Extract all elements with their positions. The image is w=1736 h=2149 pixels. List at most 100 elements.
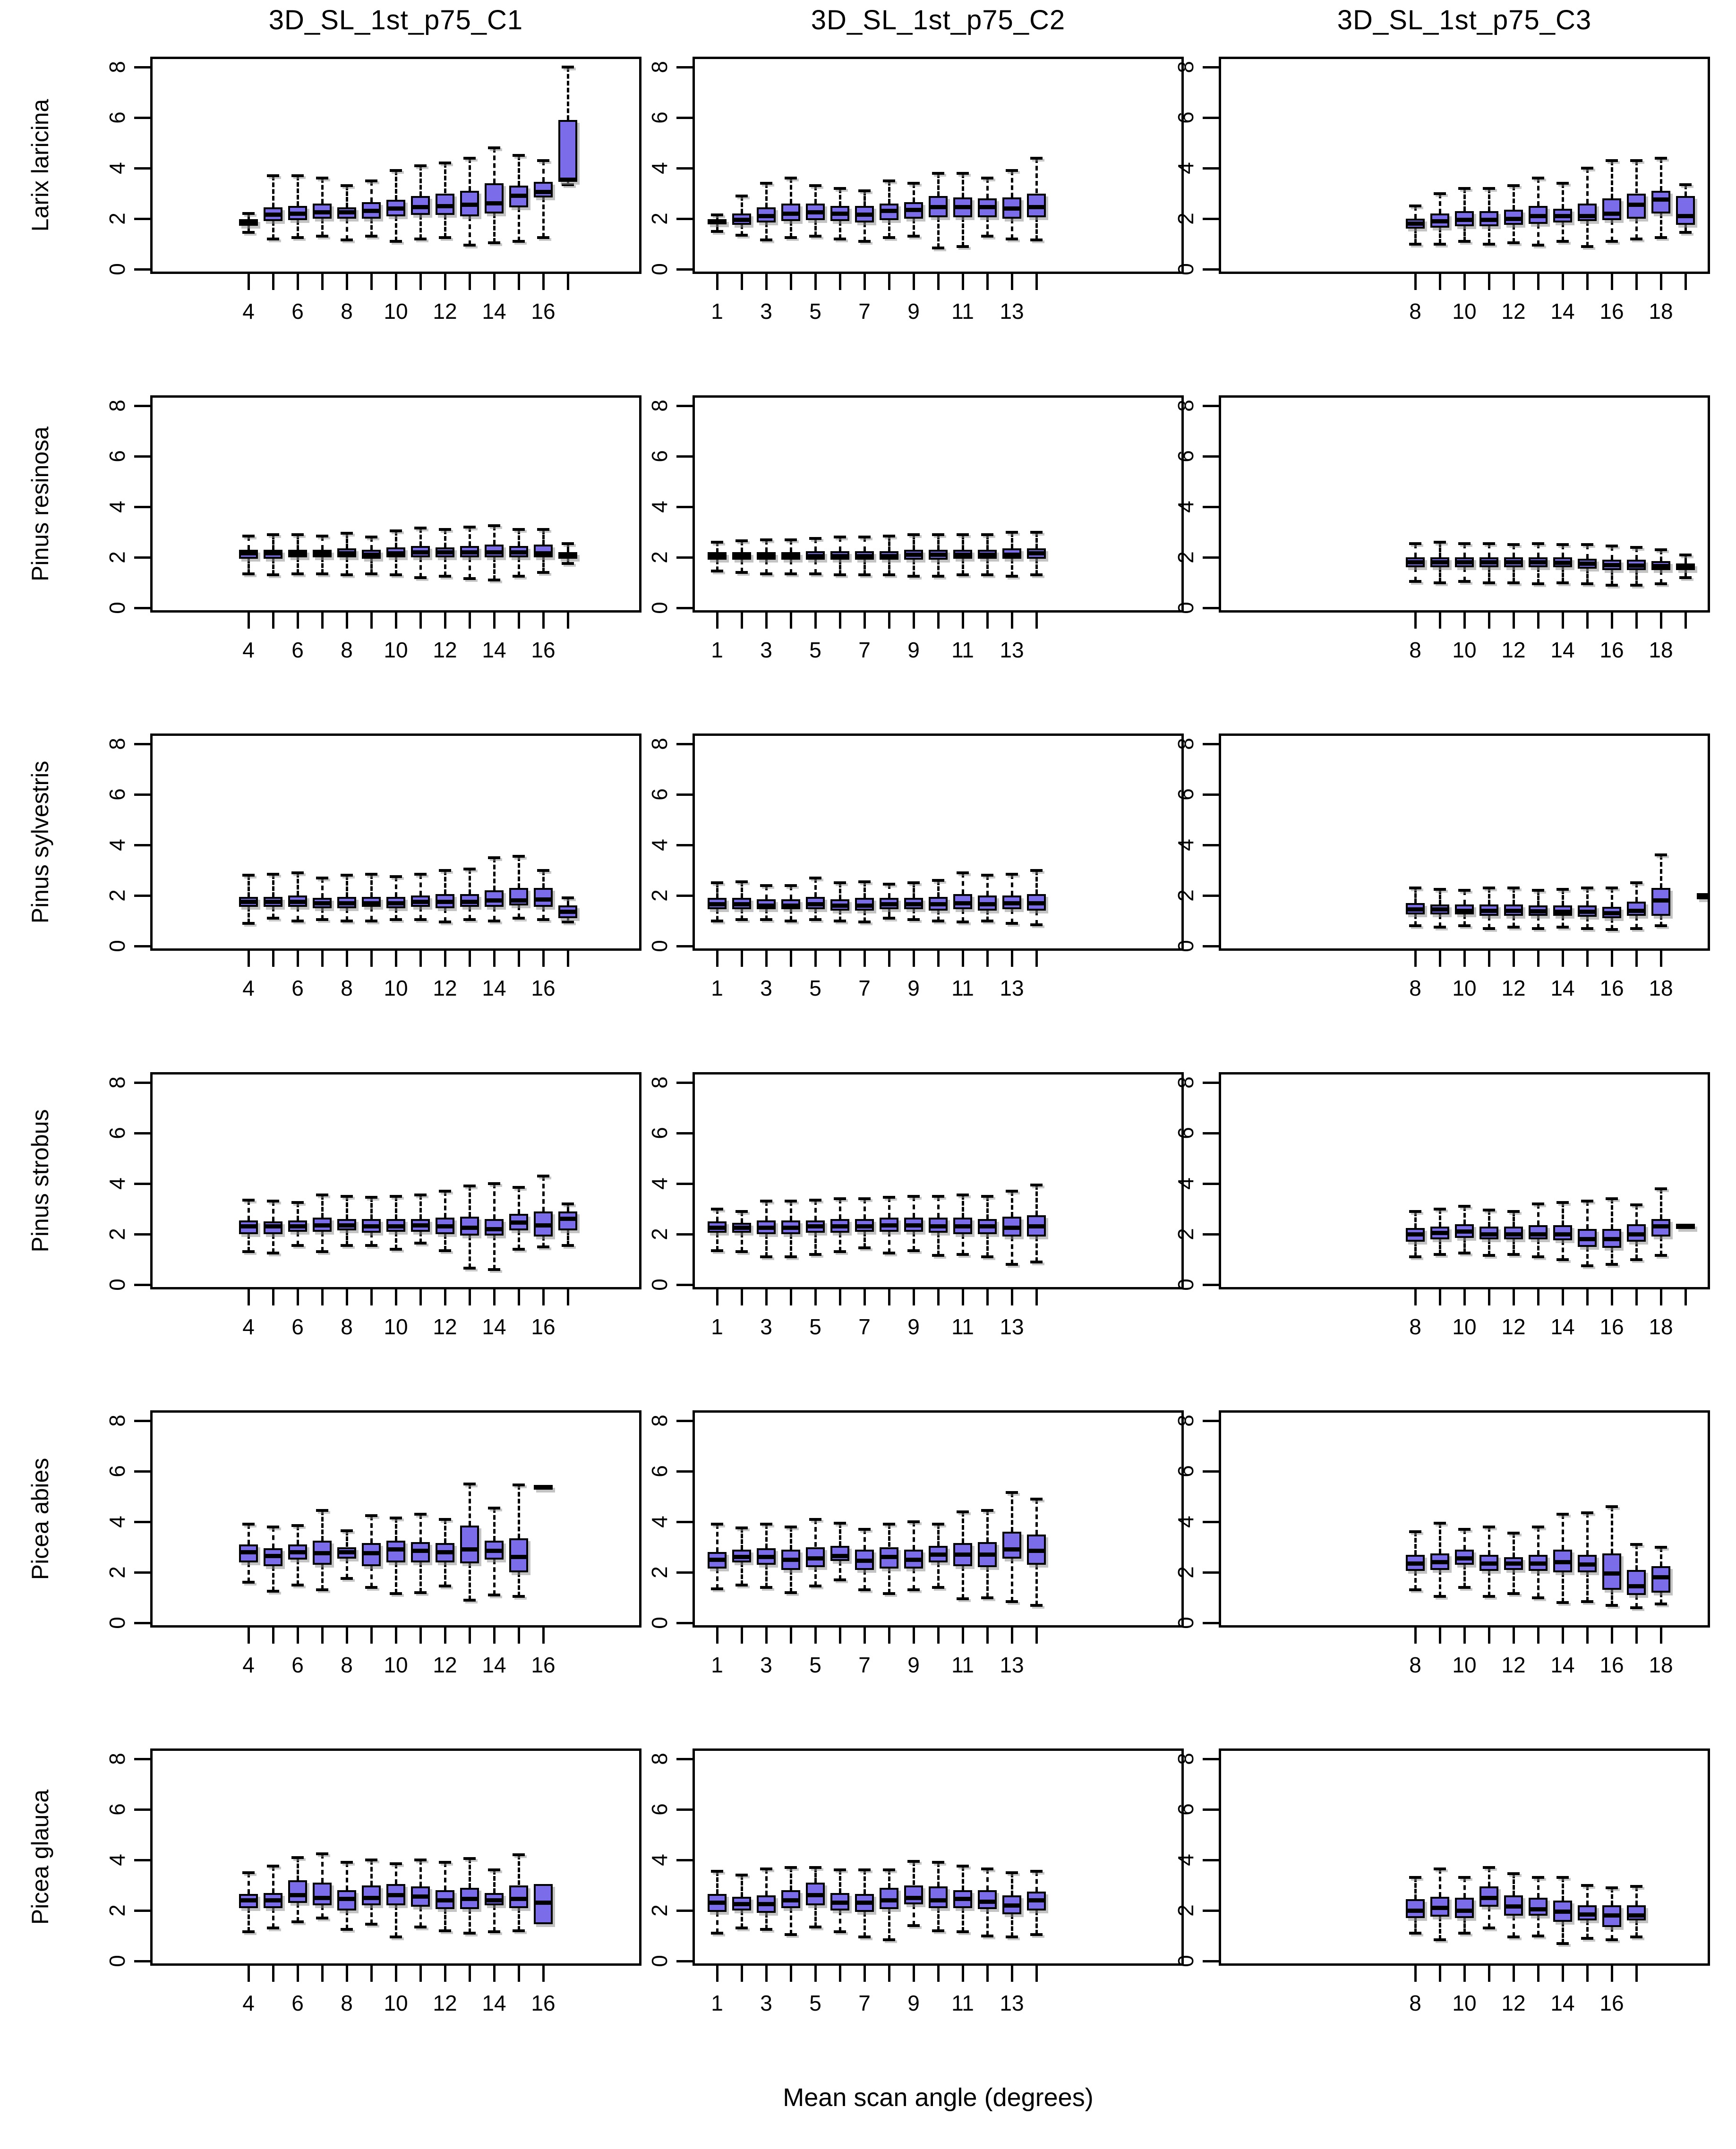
box (558, 120, 577, 182)
upper-whisker (297, 1202, 299, 1220)
upper-whisker-cap (439, 1861, 451, 1864)
upper-whisker-cap (390, 1516, 402, 1519)
lower-whisker-cap (463, 577, 476, 580)
x-tick-label: 9 (907, 299, 920, 324)
x-tick (741, 1628, 743, 1644)
median-line (929, 553, 948, 557)
x-tick (814, 613, 817, 629)
x-tick (1685, 613, 1687, 629)
lower-whisker (419, 1231, 422, 1243)
x-tick (469, 274, 471, 290)
upper-whisker-cap (785, 1525, 797, 1528)
upper-whisker (1537, 178, 1539, 206)
x-tick-label: 18 (1649, 1314, 1673, 1339)
upper-whisker-cap (488, 524, 500, 528)
plot-area (693, 733, 1184, 951)
x-tick (1635, 951, 1638, 967)
median-line (337, 1550, 356, 1554)
median-line (1602, 911, 1621, 915)
lower-whisker-cap (907, 918, 920, 921)
lower-whisker-cap (488, 919, 500, 922)
lower-whisker (814, 560, 817, 574)
x-tick (888, 1289, 890, 1305)
upper-whisker (1660, 1547, 1662, 1566)
median-line (509, 550, 528, 554)
y-tick-label: 0 (1173, 940, 1198, 952)
upper-whisker (419, 1195, 422, 1219)
upper-whisker (493, 1870, 496, 1893)
upper-whisker-cap (1434, 1521, 1446, 1525)
lower-whisker-cap (760, 1255, 772, 1259)
lower-whisker (272, 1566, 274, 1592)
lower-whisker (297, 1231, 299, 1246)
lower-whisker-cap (1006, 1600, 1018, 1603)
y-tick (134, 1233, 150, 1236)
median-line (313, 1223, 332, 1228)
x-tick (814, 1628, 817, 1644)
upper-whisker-cap (513, 528, 525, 531)
x-tick (395, 951, 397, 967)
x-tick (1488, 274, 1490, 290)
lower-whisker (1660, 570, 1662, 584)
y-tick-label: 0 (647, 940, 672, 952)
lower-whisker (1513, 567, 1515, 583)
upper-whisker (272, 1526, 274, 1549)
upper-whisker (937, 1196, 940, 1218)
lower-whisker-cap (711, 230, 723, 233)
x-tick (1685, 274, 1687, 290)
lower-whisker-cap (1006, 1936, 1018, 1939)
upper-whisker (888, 1870, 890, 1888)
upper-whisker-cap (390, 875, 402, 878)
upper-whisker-cap (316, 177, 328, 180)
lower-whisker (1660, 213, 1662, 238)
upper-whisker-cap (1483, 542, 1495, 545)
upper-whisker (346, 533, 348, 549)
y-tick (676, 1622, 693, 1624)
x-tick-label: 18 (1649, 1653, 1673, 1677)
median-line (485, 1898, 504, 1903)
upper-whisker (814, 1519, 817, 1547)
x-tick-label: 4 (242, 1991, 255, 2015)
median-line (1697, 894, 1710, 898)
upper-whisker (248, 536, 250, 550)
lower-whisker (1463, 914, 1466, 926)
lower-whisker (937, 1562, 940, 1588)
lower-whisker-cap (981, 573, 993, 577)
lower-whisker-cap (735, 1583, 748, 1586)
y-tick-label: 8 (1173, 400, 1198, 412)
x-tick (1537, 613, 1539, 629)
upper-whisker (864, 1199, 866, 1219)
upper-whisker (937, 173, 940, 196)
upper-whisker-cap (1581, 1884, 1593, 1887)
x-tick (937, 274, 940, 290)
lower-whisker-cap (1581, 582, 1593, 586)
y-tick (134, 1910, 150, 1912)
x-tick (248, 613, 250, 629)
x-tick-label: 18 (1649, 299, 1673, 324)
y-tick-label: 2 (105, 1904, 129, 1917)
x-tick (1562, 1289, 1564, 1305)
lower-whisker-cap (981, 235, 993, 238)
boxplot-panel: 0 2 4 6 8 8 10 12 14 16 18 (1173, 1410, 1710, 1677)
lower-whisker (1635, 1920, 1638, 1937)
median-line (264, 1553, 282, 1558)
x-tick (716, 1289, 718, 1305)
x-tick-label: 1 (711, 299, 723, 324)
lower-whisker-cap (341, 239, 353, 242)
upper-whisker (1586, 168, 1589, 204)
median-line (239, 899, 258, 904)
lower-whisker (1562, 1922, 1564, 1944)
y-tick (1203, 455, 1219, 458)
y-tick-label: 0 (647, 602, 672, 614)
x-tick (790, 1966, 792, 1982)
lower-whisker (888, 1909, 890, 1940)
lower-whisker (346, 219, 348, 240)
y-tick-label: 2 (105, 1228, 129, 1240)
upper-whisker-cap (488, 1506, 500, 1509)
upper-whisker (1414, 206, 1417, 219)
x-tick (518, 951, 520, 967)
upper-whisker (248, 1872, 250, 1894)
upper-whisker (1685, 554, 1687, 564)
lower-whisker (493, 213, 496, 243)
median-line (1504, 560, 1523, 565)
